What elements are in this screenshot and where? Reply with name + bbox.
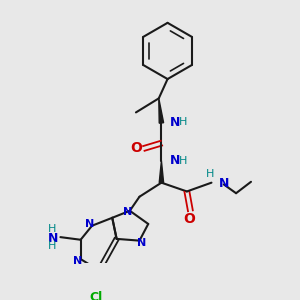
Polygon shape	[159, 98, 164, 123]
Text: N: N	[47, 232, 58, 244]
Text: N: N	[74, 256, 82, 266]
Text: N: N	[218, 177, 229, 190]
Polygon shape	[159, 161, 164, 183]
Text: N: N	[170, 154, 181, 167]
Text: O: O	[184, 212, 196, 226]
Text: H: H	[179, 117, 188, 127]
Text: N: N	[170, 116, 181, 129]
Text: N: N	[122, 207, 132, 217]
Text: N: N	[85, 219, 94, 229]
Text: H: H	[47, 241, 56, 251]
Text: H: H	[179, 156, 188, 166]
Text: H: H	[206, 169, 214, 179]
Text: N: N	[136, 238, 146, 248]
Text: Cl: Cl	[89, 291, 102, 300]
Text: H: H	[47, 224, 56, 234]
Text: O: O	[130, 141, 142, 155]
